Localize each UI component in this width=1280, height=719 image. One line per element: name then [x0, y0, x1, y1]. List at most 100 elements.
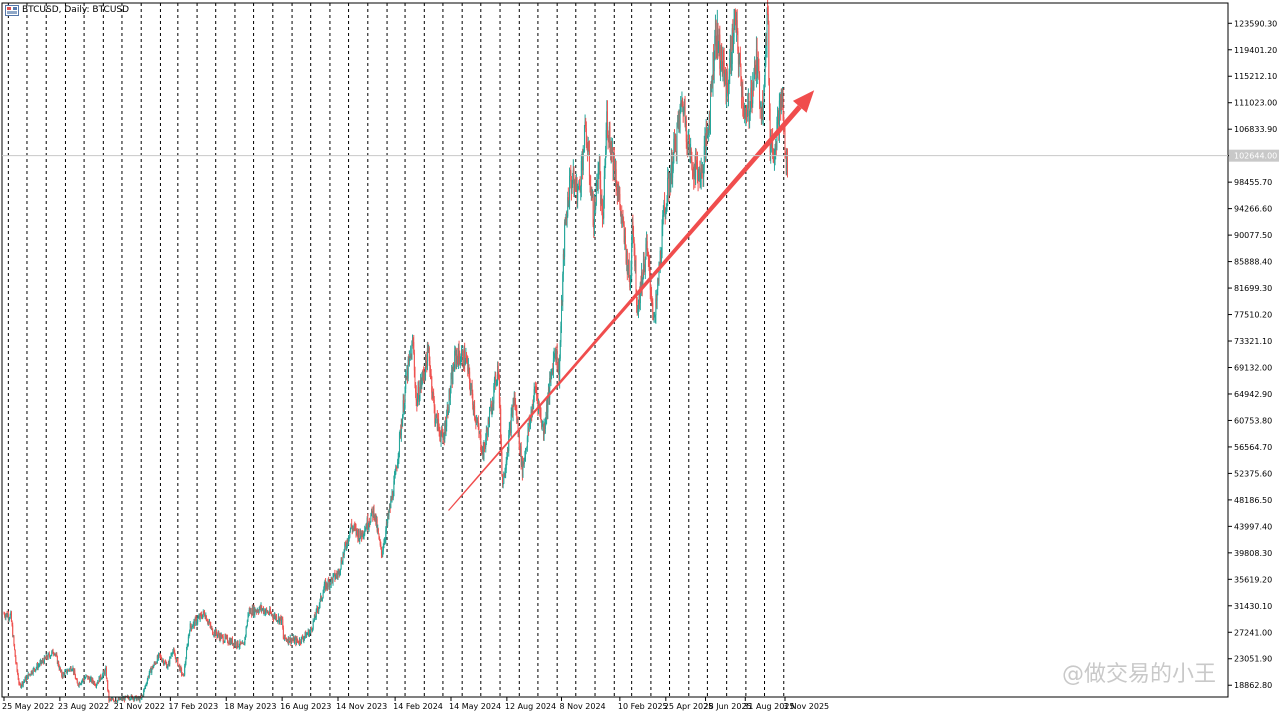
candle-body [741, 86, 743, 97]
candle-body [335, 577, 337, 579]
candle-body [777, 114, 779, 122]
candle-body [431, 376, 433, 393]
candle-body [642, 259, 644, 279]
candle-body [324, 581, 326, 585]
candle-body [446, 406, 448, 415]
candle-body [520, 446, 522, 455]
candle-body [353, 525, 355, 529]
candle-body [380, 544, 382, 548]
candle-body [478, 427, 480, 434]
candle-body [187, 645, 189, 647]
candle-body [432, 393, 434, 395]
candle-body [547, 397, 549, 413]
candle-body [35, 669, 37, 671]
candle-body [210, 627, 212, 629]
candle-body [6, 613, 8, 617]
candle-body [613, 153, 615, 171]
candle-body [15, 662, 17, 664]
candle-body [555, 349, 557, 361]
candle-body [350, 523, 352, 529]
candle-body [428, 348, 430, 362]
candle-body [30, 670, 32, 675]
candle-body [469, 371, 471, 383]
candle-body [449, 390, 451, 398]
candle-body [518, 432, 520, 448]
candle-body [624, 235, 626, 247]
candle-body [402, 414, 404, 427]
y-tick-label: 27241.00 [1234, 628, 1272, 637]
y-tick-label: 81699.30 [1234, 284, 1272, 293]
candle-body [310, 628, 312, 631]
candle-body [232, 643, 234, 645]
candle-body [401, 425, 403, 427]
y-tick-label: 52375.60 [1234, 469, 1272, 478]
candle-body [404, 388, 406, 404]
candle-body [114, 701, 116, 703]
candle-body [30, 674, 32, 676]
annotation-arrow-head [792, 90, 815, 113]
candle-body [272, 617, 274, 619]
candle-body [622, 215, 624, 222]
candle-body [490, 404, 492, 414]
candle-body [28, 673, 30, 675]
candle-body [220, 635, 222, 639]
candle-body [336, 573, 338, 575]
candle-body [273, 616, 275, 619]
candle-body [757, 61, 759, 67]
candle-body [244, 637, 246, 645]
candle-body [610, 141, 612, 155]
candle-body [337, 572, 339, 576]
candle-body [12, 625, 14, 637]
candle-body [760, 107, 762, 109]
candle-body [412, 341, 414, 345]
candle-body [625, 246, 627, 264]
candle-body [562, 274, 564, 302]
candle-body [326, 586, 328, 588]
candle-body [660, 254, 662, 259]
candle-body [14, 644, 16, 650]
candle-body [86, 675, 88, 677]
candle-body [181, 674, 183, 676]
candle-body [713, 52, 715, 72]
candle-body [112, 698, 114, 701]
candle-body [186, 649, 188, 660]
candle-body [615, 169, 617, 187]
candle-body [589, 176, 591, 186]
candle-body [495, 383, 497, 386]
candle-body [101, 677, 103, 679]
symbol-icon [5, 5, 19, 16]
candle-body [250, 609, 252, 615]
candle-body [617, 191, 619, 196]
candle-body [89, 678, 91, 682]
y-tick-label: 64942.90 [1234, 390, 1272, 399]
candle-body [593, 225, 595, 229]
candle-body [490, 404, 492, 408]
candle-body [734, 11, 736, 13]
candle-body [598, 171, 600, 173]
candle-body [682, 98, 684, 104]
candle-body [16, 663, 18, 671]
candle-body [695, 153, 697, 162]
candle-body [636, 305, 638, 313]
x-tick-label: 17 Feb 2023 [168, 702, 218, 711]
x-tick-label: 12 Aug 2024 [505, 702, 556, 711]
candle-body [718, 45, 720, 49]
candle-body [176, 658, 178, 660]
candle-body [303, 638, 305, 641]
candle-body [345, 544, 347, 547]
candle-body [230, 639, 232, 645]
candle-body [518, 432, 520, 434]
candle-body [462, 365, 464, 368]
candle-body [427, 348, 429, 351]
candle-body [130, 698, 132, 700]
candle-body [388, 511, 390, 517]
candle-body [732, 28, 734, 47]
candle-body [37, 665, 39, 669]
current-price-label: 102644.00 [1234, 152, 1277, 161]
candle-body [343, 549, 345, 556]
candle-body [307, 633, 309, 635]
candle-body [112, 698, 114, 700]
candle-body [280, 616, 282, 623]
